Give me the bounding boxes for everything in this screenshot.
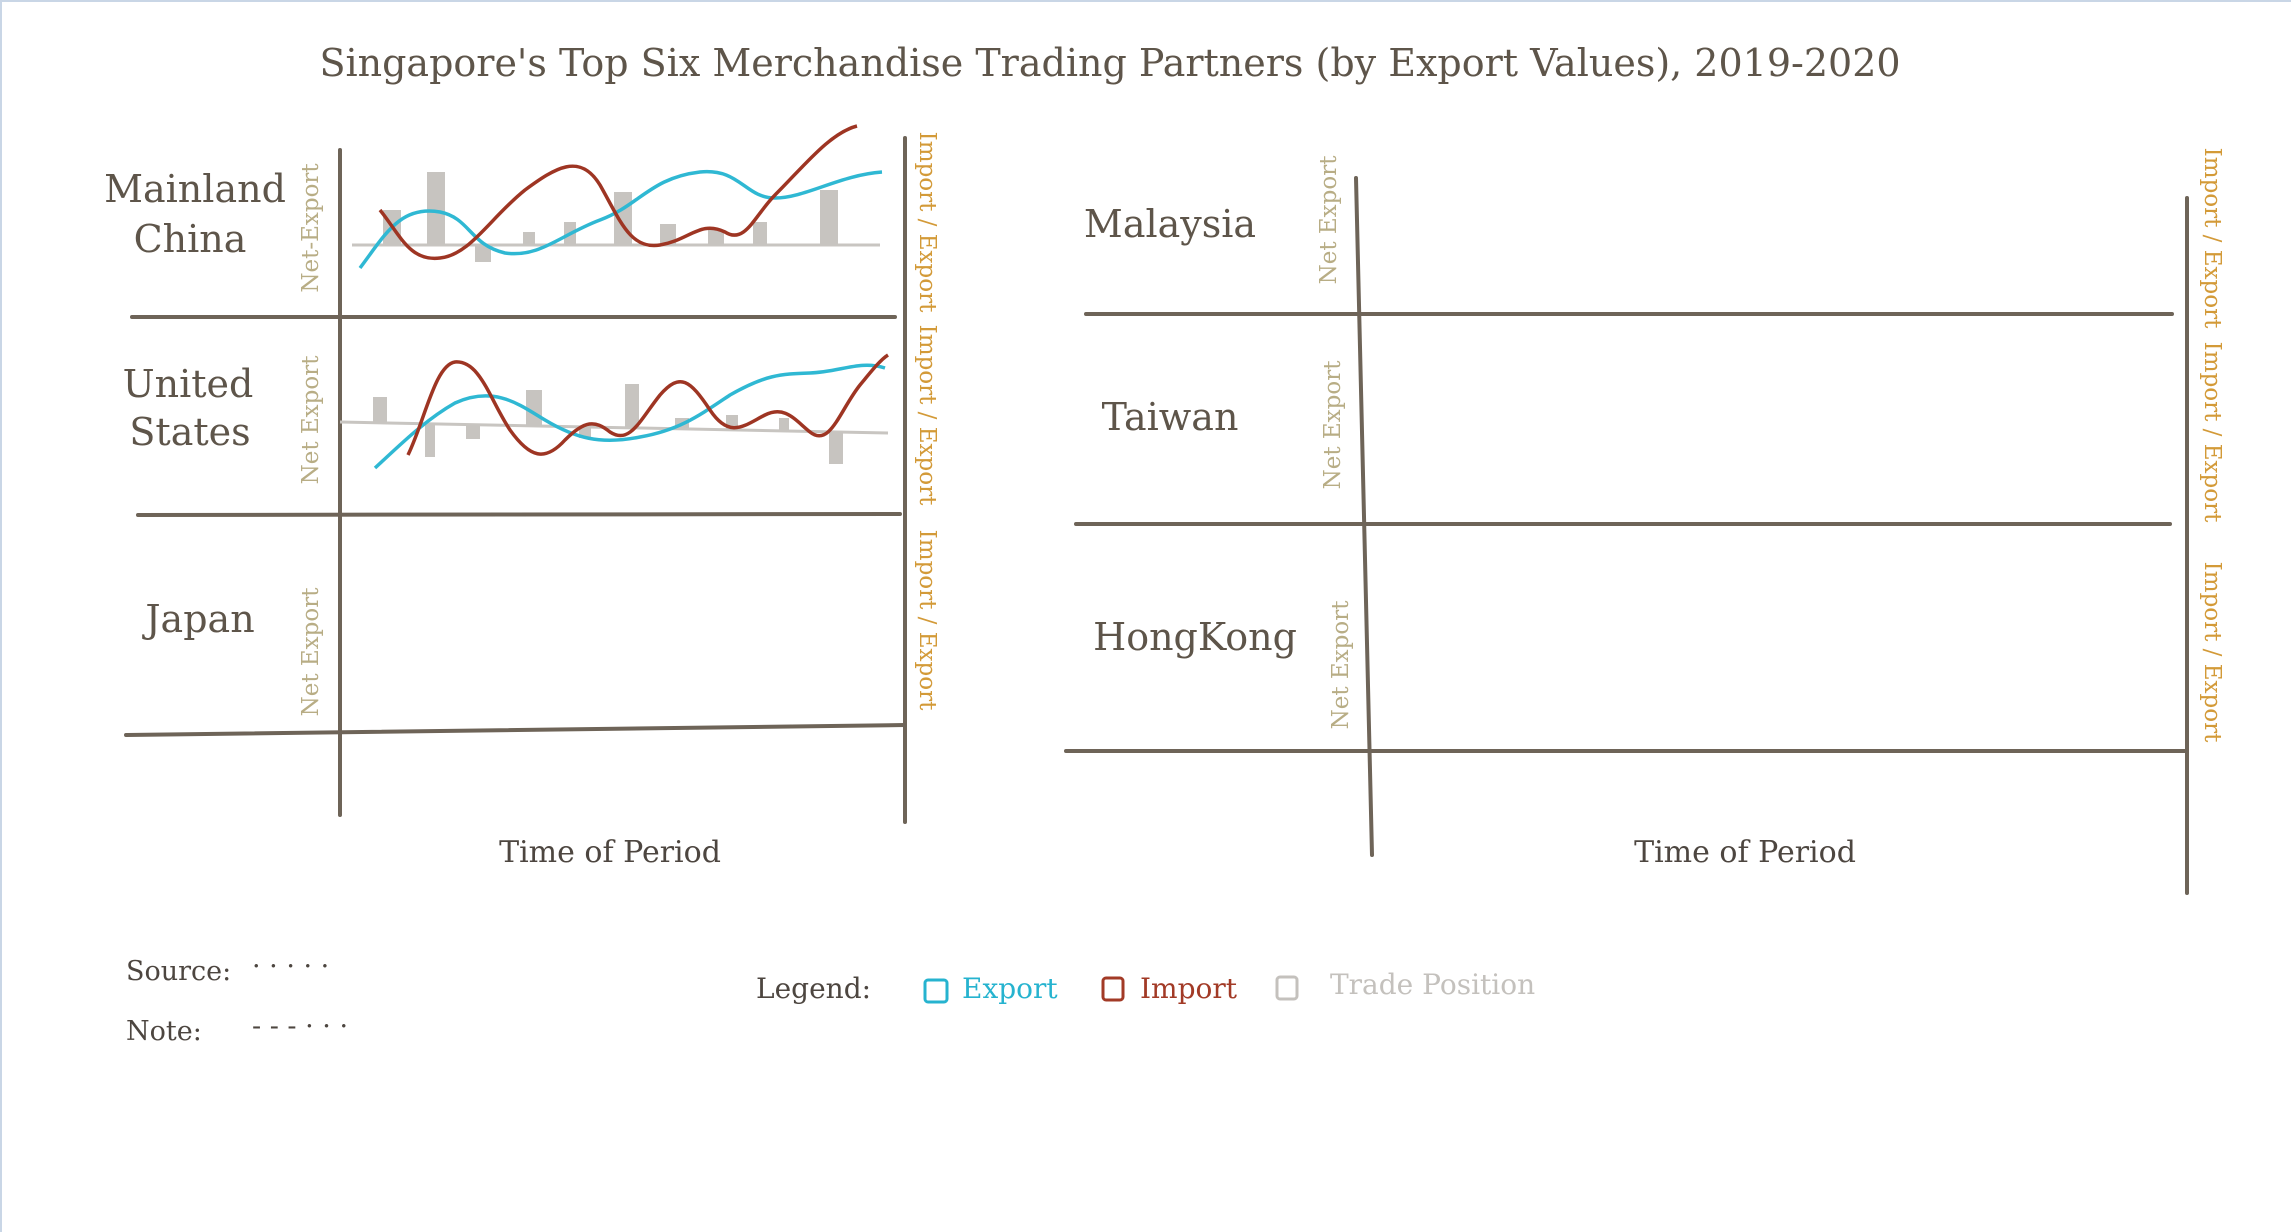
region-label-hongkong: HongKong <box>1093 615 1297 659</box>
import-legend-swatch <box>1103 978 1123 1000</box>
china-trade-bar <box>523 232 535 245</box>
us-trade-bar <box>625 384 639 427</box>
region-label-mainland: Mainland <box>104 167 286 211</box>
footer: Source: · · · · · Note: - - - · · · <box>126 951 348 1047</box>
us-trade-bar <box>779 418 789 430</box>
legend-item-trade-position: Trade Position <box>1330 968 1535 1001</box>
right-panel-y-axis <box>1356 178 1372 855</box>
china-trade-bar <box>820 190 838 245</box>
region-label-states: States <box>129 410 250 454</box>
left-panel-divider-2 <box>138 514 900 515</box>
note-value: - - - · · · <box>252 1011 348 1042</box>
import-export-label-taiwan: Import / Export <box>2199 342 2225 523</box>
region-label-united: United <box>123 362 254 406</box>
net-export-label-china: Net-Export <box>298 163 324 293</box>
export-legend-swatch <box>925 980 947 1002</box>
us-sketch <box>340 355 888 468</box>
right-x-axis-label: Time of Period <box>1634 835 1856 870</box>
source-label: Source: <box>126 956 231 987</box>
import-export-label-china: Import / Export <box>914 132 940 313</box>
china-trade-bar <box>427 172 445 245</box>
region-label-japan: Japan <box>141 597 254 641</box>
legend-label: Legend: <box>756 972 871 1005</box>
legend: Legend: Export Import Trade Position <box>756 968 1535 1005</box>
us-trade-bar <box>466 425 480 439</box>
source-value: · · · · · <box>252 951 329 982</box>
left-panel: Mainland China United States Japan Net-E… <box>104 126 940 870</box>
net-export-label-taiwan: Net Export <box>1320 360 1346 490</box>
legend-item-export: Export <box>962 972 1058 1005</box>
import-export-label-malaysia: Import / Export <box>2199 148 2225 329</box>
left-panel-divider-3 <box>126 725 905 735</box>
net-export-label-us: Net Export <box>298 355 324 485</box>
region-label-malaysia: Malaysia <box>1084 202 1256 246</box>
import-export-label-us: Import / Export <box>914 325 940 506</box>
us-import-line <box>408 355 888 455</box>
us-trade-bar <box>373 397 387 423</box>
region-label-china: China <box>134 217 247 261</box>
us-trade-bar <box>425 424 435 457</box>
china-sketch <box>352 126 882 268</box>
note-label: Note: <box>126 1016 202 1047</box>
import-export-label-hongkong: Import / Export <box>2199 562 2225 743</box>
import-export-label-japan: Import / Export <box>914 530 940 711</box>
net-export-label-hongkong: Net Export <box>1328 600 1354 730</box>
china-trade-bar <box>753 222 767 245</box>
us-trade-bar <box>829 432 843 464</box>
legend-item-import: Import <box>1140 972 1238 1005</box>
right-panel: Malaysia Taiwan HongKong Net Export Net … <box>1066 148 2225 893</box>
trade-position-legend-swatch <box>1277 977 1297 999</box>
sketch-title: Singapore's Top Six Merchandise Trading … <box>319 41 1900 85</box>
left-x-axis-label: Time of Period <box>499 835 721 870</box>
region-label-taiwan: Taiwan <box>1102 395 1239 439</box>
net-export-label-malaysia: Net Export <box>1316 155 1342 285</box>
net-export-label-japan: Net Export <box>298 587 324 717</box>
